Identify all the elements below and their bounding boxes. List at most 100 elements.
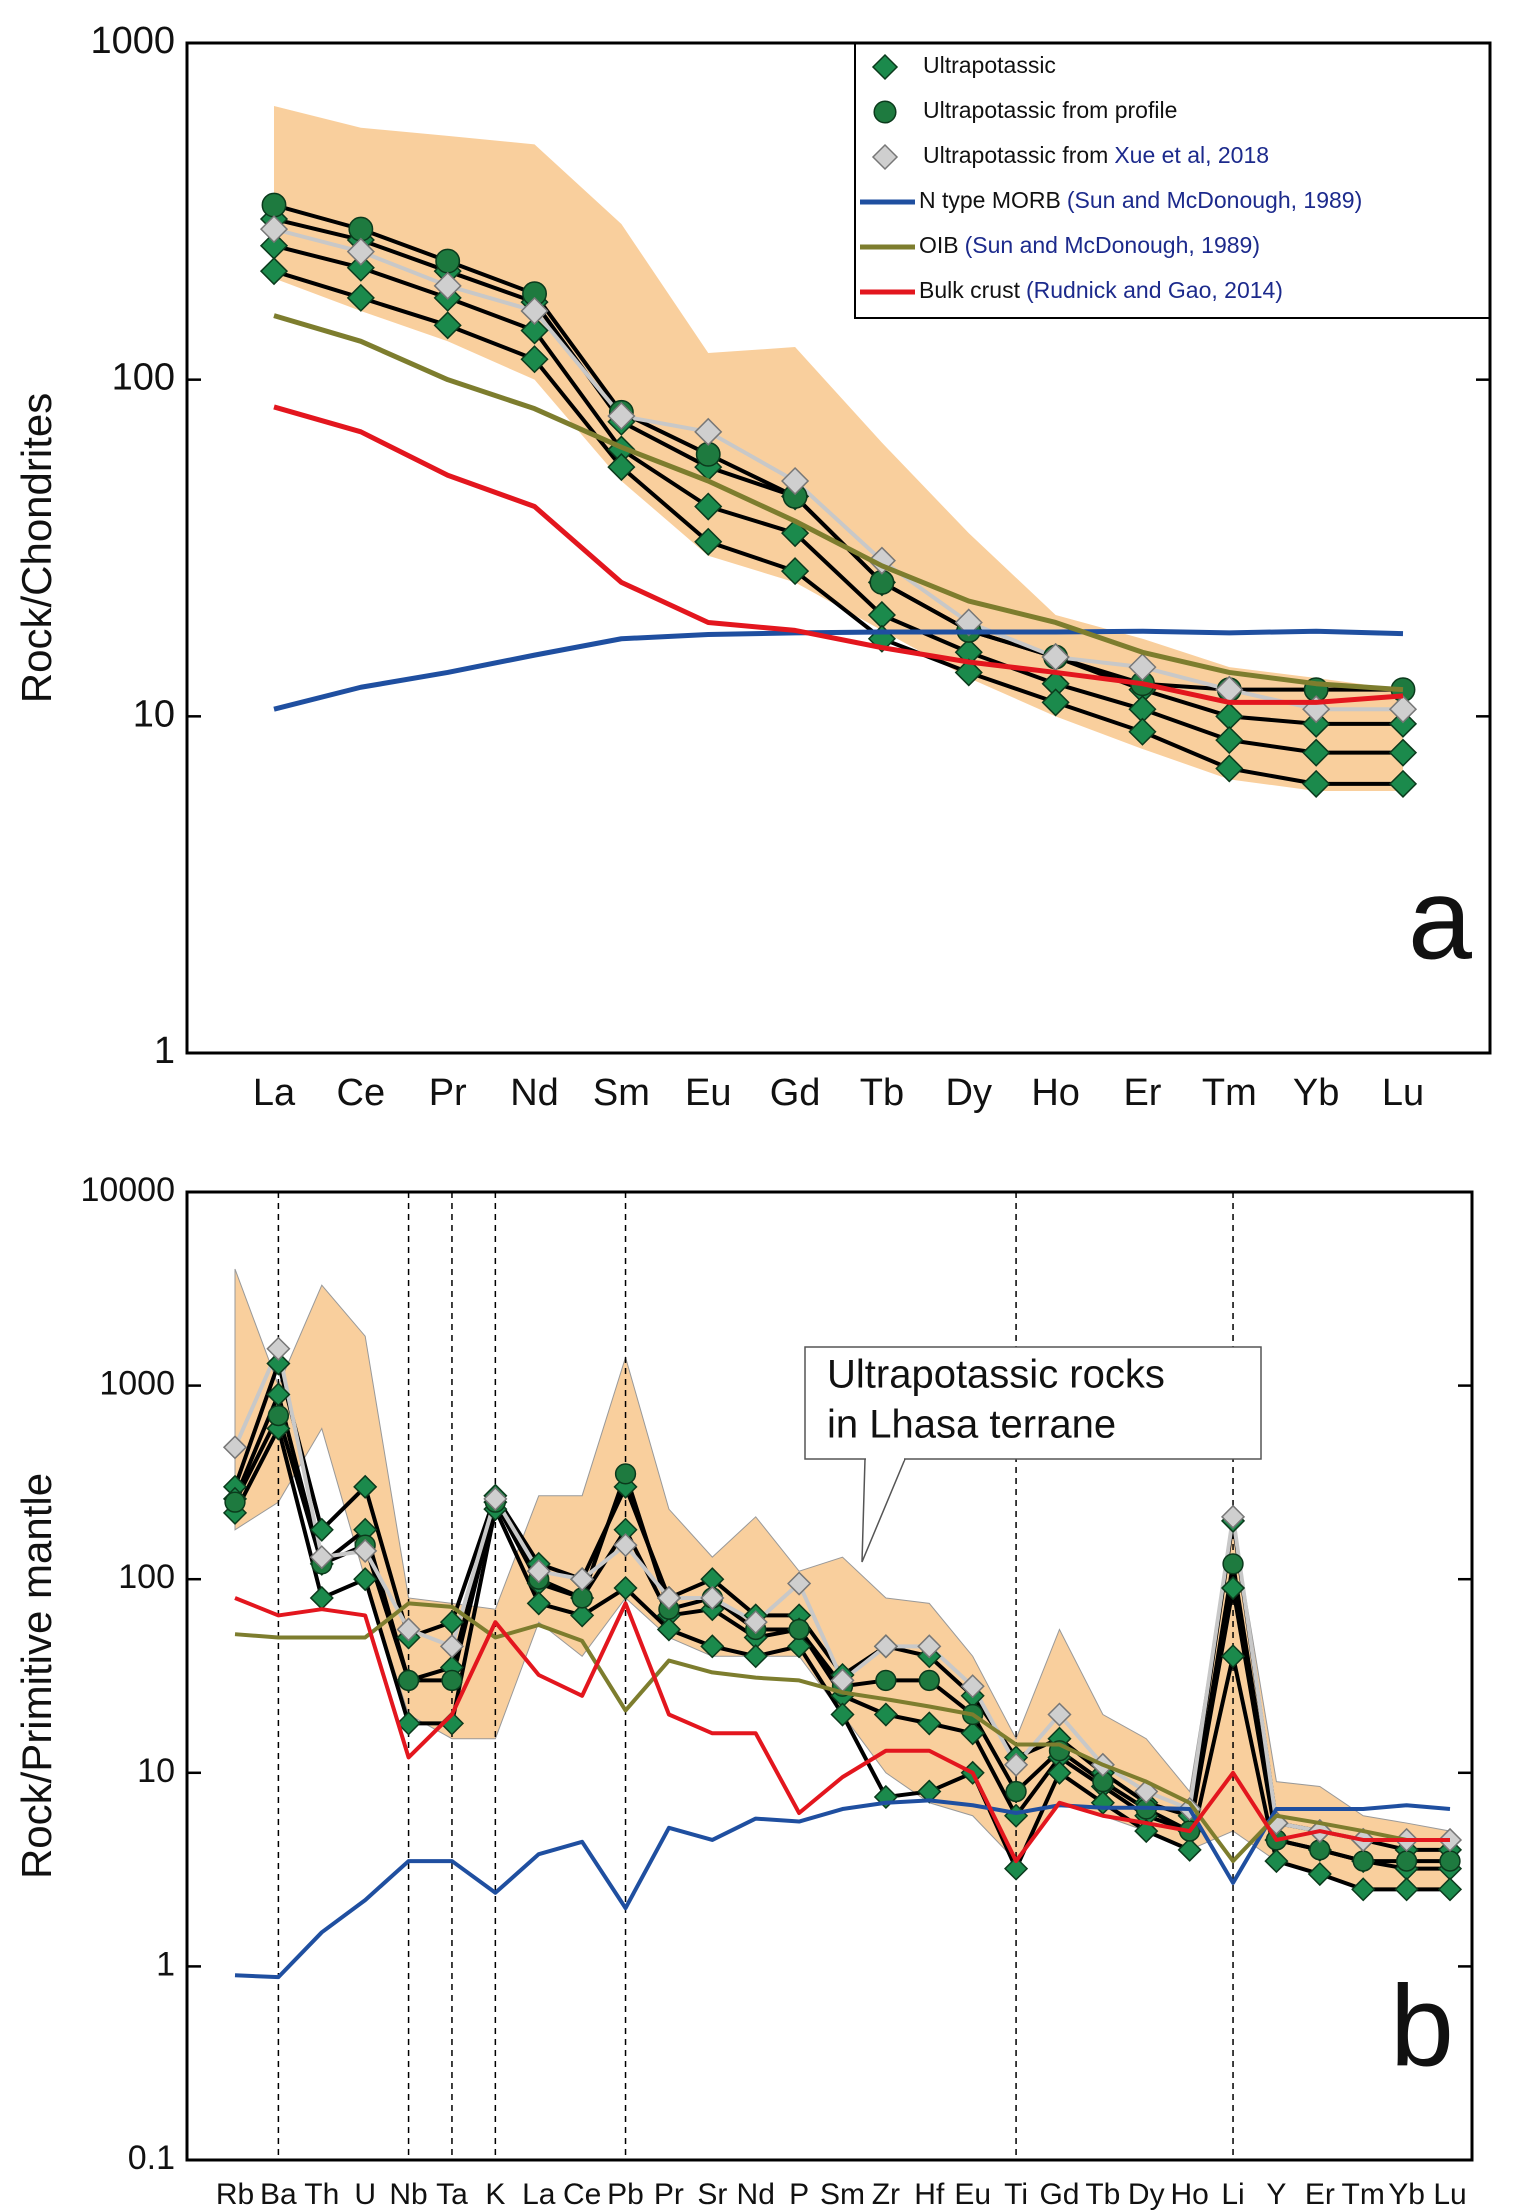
- sample-marker: [441, 1669, 463, 1692]
- sample-marker: [1041, 688, 1070, 717]
- sample-marker: [694, 417, 723, 446]
- y-tick-label: 1: [154, 1030, 175, 1072]
- sample-marker: [259, 257, 289, 286]
- sample-marker: [1307, 1861, 1332, 1887]
- sample-line: [273, 203, 1403, 692]
- sample-marker: [960, 1674, 985, 1699]
- legend-citation: (Rudnick and Gao, 2014): [1026, 277, 1283, 303]
- sample-marker: [526, 1591, 551, 1616]
- legend-box: [854, 42, 1491, 319]
- y-tick-label: 0.1: [128, 2139, 175, 2177]
- sample-marker: [1264, 1849, 1289, 1874]
- sample-marker: [873, 1702, 898, 1727]
- sample-marker: [570, 1567, 595, 1592]
- sample-marker: [346, 253, 375, 282]
- x-tick-label: P: [789, 2178, 809, 2211]
- x-tick-label: Y: [1266, 2178, 1286, 2211]
- legend-label: OIB (Sun and McDonough, 1989): [919, 232, 1260, 258]
- x-tick-label: Hf: [914, 2178, 945, 2211]
- sample-marker: [224, 1491, 246, 1513]
- sample-marker: [526, 1559, 551, 1584]
- x-tick-label: Ho: [1170, 2178, 1208, 2211]
- y-tick-label: 10: [137, 1752, 175, 1790]
- sample-marker: [695, 441, 721, 467]
- sample-marker: [1437, 1877, 1463, 1902]
- sample-marker: [396, 1711, 421, 1736]
- x-tick-label: Tb: [860, 1072, 904, 1114]
- y-tick-label: 1000: [99, 1365, 175, 1403]
- sample-marker: [694, 492, 723, 521]
- sample-marker: [614, 1463, 637, 1485]
- sample-marker: [439, 1610, 465, 1635]
- sample-marker: [1128, 717, 1157, 746]
- legend-citation: (Sun and McDonough, 1989): [965, 232, 1260, 258]
- sample-marker: [261, 192, 287, 218]
- sample-marker: [613, 1575, 638, 1601]
- x-tick-label: Ba: [260, 2178, 297, 2211]
- reference-line: [234, 1798, 1451, 1980]
- sample-marker: [917, 1634, 942, 1659]
- callout: [861, 1458, 906, 1563]
- sample-marker: [1302, 738, 1331, 767]
- sample-marker: [520, 296, 549, 326]
- sample-marker: [830, 1702, 855, 1727]
- sample-marker: [1047, 1760, 1072, 1785]
- legend-label: Ultrapotassic from Xue et al, 2018: [923, 142, 1269, 168]
- sample-marker: [1302, 769, 1331, 798]
- x-tick-label: Li: [1221, 2178, 1244, 2211]
- x-tick-label: Pr: [654, 2178, 684, 2211]
- x-tick-label: Zr: [872, 2178, 900, 2211]
- sample-marker: [1004, 1752, 1029, 1777]
- legend-label: Bulk crust (Rudnick and Gao, 2014): [919, 277, 1283, 303]
- x-tick-label: U: [354, 2178, 376, 2211]
- y-tick-label: 1: [156, 1945, 175, 1983]
- legend-name: Bulk crust: [919, 277, 1021, 303]
- x-tick-label: Sr: [697, 2178, 727, 2211]
- x-tick-label: Eu: [685, 1072, 731, 1114]
- sample-marker: [873, 1634, 898, 1659]
- sample-marker: [353, 1567, 378, 1592]
- legend-citation: Xue et al, 2018: [1114, 142, 1269, 168]
- sample-marker: [1388, 695, 1418, 724]
- legend-label: Ultrapotassic: [923, 52, 1056, 78]
- sample-marker: [1128, 653, 1157, 682]
- annotation: Ultrapotassic rocks: [827, 1353, 1165, 1397]
- sample-marker: [353, 1474, 378, 1499]
- x-tick-label: Pr: [429, 1072, 467, 1114]
- sample-marker: [1005, 1780, 1027, 1803]
- sample-marker: [483, 1486, 508, 1511]
- x-tick-label: Sm: [593, 1072, 650, 1114]
- sample-marker: [397, 1669, 420, 1692]
- sample-marker: [607, 453, 636, 482]
- sample-line: [273, 227, 1403, 712]
- x-tick-label: Rb: [216, 2178, 254, 2211]
- sample-marker: [266, 1336, 291, 1361]
- sample-marker: [1220, 1504, 1246, 1529]
- sample-marker: [1388, 738, 1418, 767]
- sample-marker: [309, 1545, 334, 1570]
- legend-marker: [871, 143, 899, 171]
- sample-marker: [875, 1669, 897, 1692]
- sample-marker: [656, 1617, 681, 1642]
- y-tick-label: 10: [133, 693, 175, 735]
- sample-marker: [1388, 769, 1418, 798]
- sample-marker: [433, 311, 462, 340]
- y-tick-label: 100: [112, 357, 175, 399]
- sample-marker: [1215, 726, 1244, 755]
- x-tick-label: Pb: [607, 2178, 644, 2211]
- x-tick-label: Ho: [1031, 1072, 1080, 1114]
- sample-marker: [1439, 1850, 1461, 1872]
- x-tick-label: Nd: [510, 1072, 559, 1114]
- sample-marker: [954, 608, 983, 637]
- x-tick-label: Ti: [1004, 2178, 1028, 2211]
- x-tick-label: Ta: [436, 2178, 468, 2211]
- envelope: [274, 105, 1403, 792]
- sample-marker: [520, 316, 549, 345]
- callout-box: [804, 1346, 1262, 1460]
- reference-line: [234, 1596, 1450, 1864]
- sample-marker: [1222, 1553, 1244, 1575]
- y-tick-label: 1000: [90, 20, 175, 62]
- annotation: in Lhasa terrane: [827, 1403, 1116, 1447]
- sample-marker: [743, 1610, 768, 1635]
- x-tick-label: Ce: [337, 1072, 386, 1114]
